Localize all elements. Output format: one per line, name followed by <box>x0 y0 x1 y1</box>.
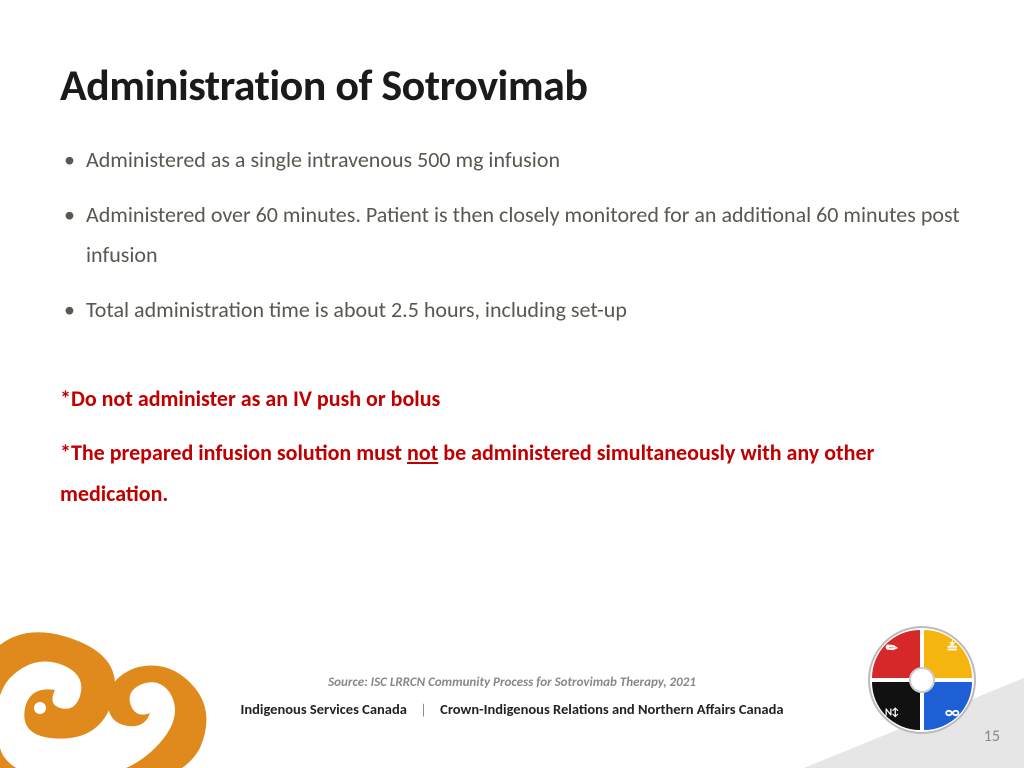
slide: Administration of Sotrovimab Administere… <box>0 0 1024 768</box>
footer-separator: | <box>420 700 427 718</box>
slide-title: Administration of Sotrovimab <box>60 58 587 112</box>
bullet-item: Administered over 60 minutes. Patient is… <box>60 195 960 276</box>
slide-body: Administered as a single intravenous 500… <box>60 140 960 529</box>
footer: Indigenous Services Canada | Crown-Indig… <box>0 700 1024 718</box>
warning-text: *The prepared infusion solution must <box>60 439 407 466</box>
page-number: 15 <box>984 727 1000 746</box>
bullet-item: Total administration time is about 2.5 h… <box>60 290 960 331</box>
footer-right: Crown-Indigenous Relations and Northern … <box>440 700 783 718</box>
warning-line: *The prepared infusion solution must not… <box>60 433 960 514</box>
bullet-item: Administered as a single intravenous 500… <box>60 140 960 181</box>
footer-left: Indigenous Services Canada <box>240 700 406 718</box>
warnings-block: *Do not administer as an IV push or bolu… <box>60 379 960 515</box>
source-citation: Source: ISC LRRCN Community Process for … <box>0 675 1024 690</box>
warning-line: *Do not administer as an IV push or bolu… <box>60 379 960 420</box>
bullet-list: Administered as a single intravenous 500… <box>60 140 960 331</box>
warning-underline: not <box>407 439 438 466</box>
